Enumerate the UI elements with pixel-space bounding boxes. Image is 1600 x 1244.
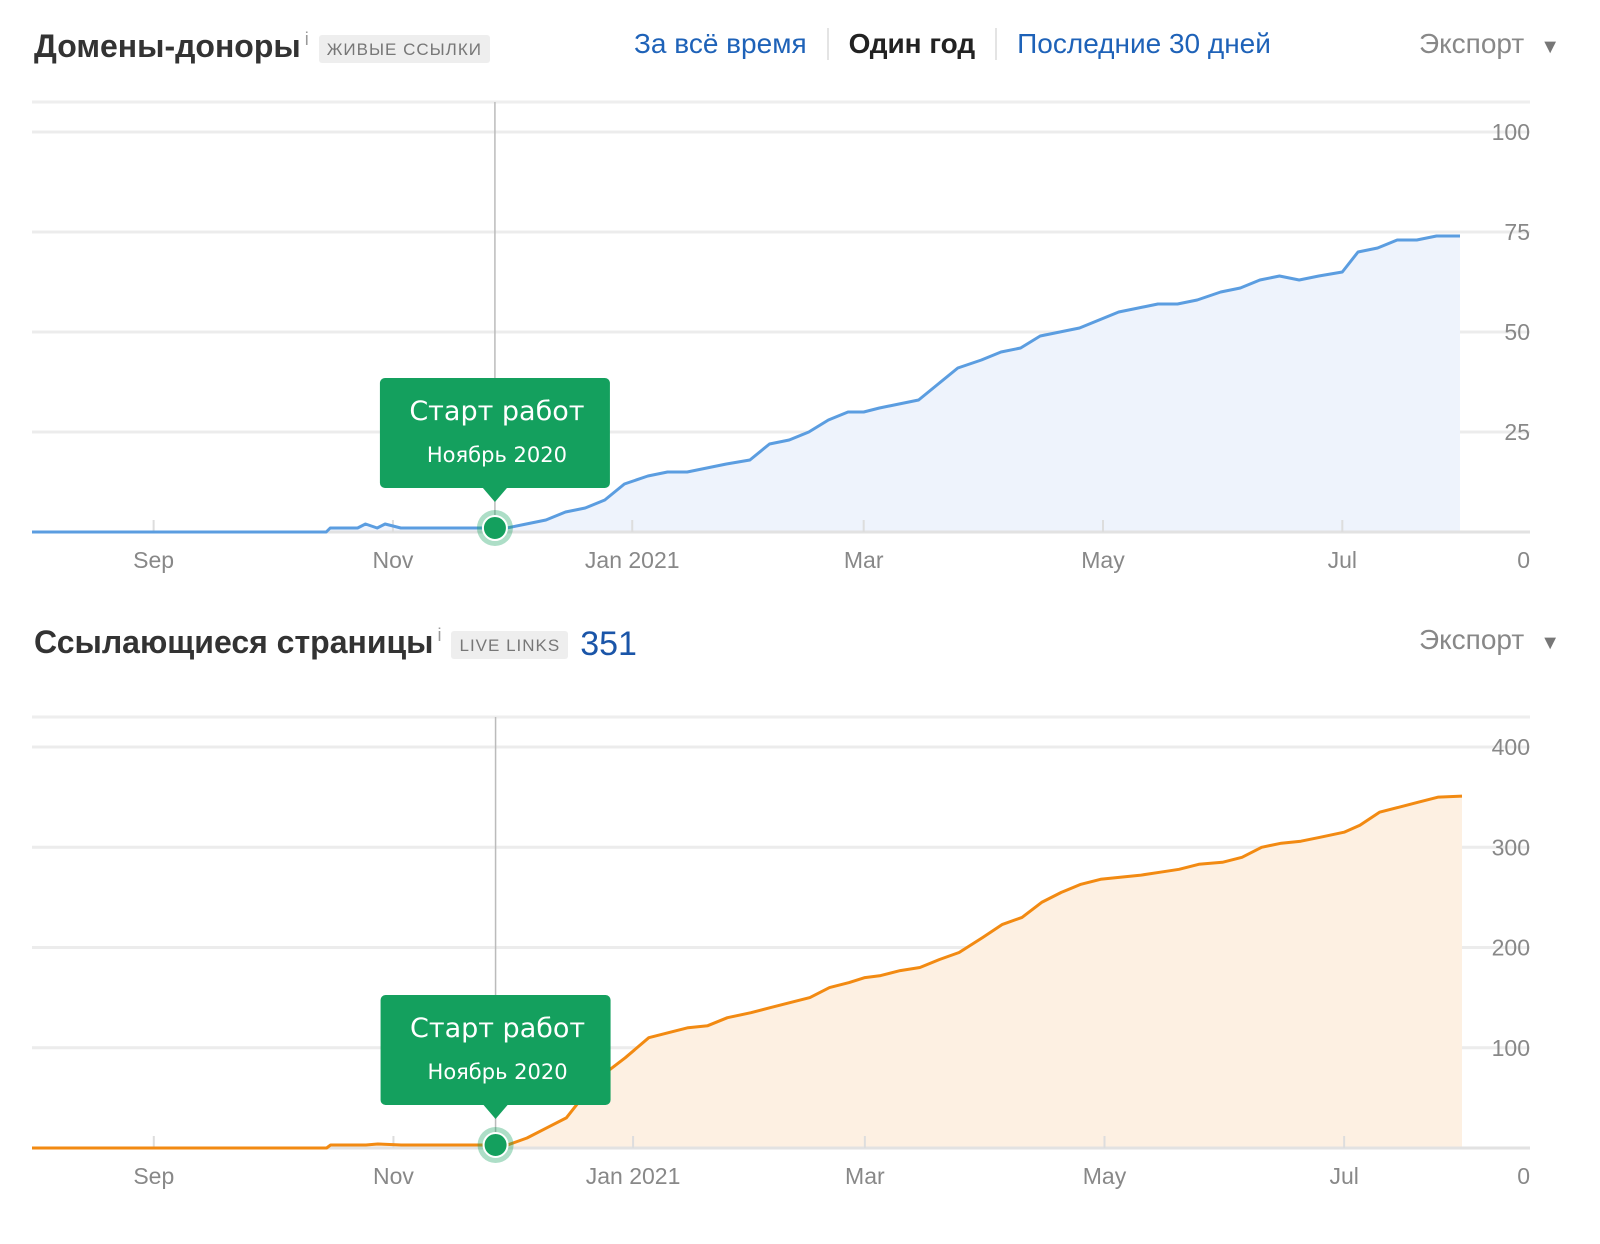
referring-domains-panel: 0 25 50 75 100 Sep Nov Jan 2021 Mar May Jul Старт р…	[0, 0, 1600, 620]
annotation-callout: Старт работ Ноябрь 2020	[379, 378, 610, 502]
y-tick-label: 100	[1492, 119, 1530, 145]
x-tick-label: Nov	[373, 1163, 414, 1189]
callout-pointer	[482, 488, 507, 502]
y-tick-label: 200	[1492, 935, 1530, 961]
annotation-callout: Старт работ Ноябрь 2020	[380, 994, 611, 1119]
y-tick-label: 25	[1504, 419, 1530, 445]
export-dropdown[interactable]: Экспорт ▼	[1419, 28, 1560, 60]
chevron-down-icon: ▼	[1540, 632, 1560, 654]
x-tick-label: Jul	[1329, 1163, 1358, 1189]
x-tick-label: Sep	[133, 547, 174, 573]
referring-pages-chart: 0 100 200 300 400 Sep Nov Jan 2021 Mar May Jul Стар…	[32, 715, 1530, 1189]
tab-one-year[interactable]: Один год	[829, 28, 998, 60]
x-tick-label: Jul	[1328, 547, 1357, 573]
x-tick-label: Mar	[844, 547, 884, 573]
x-tick-label: Jan 2021	[586, 1163, 681, 1189]
export-dropdown[interactable]: Экспорт ▼	[1419, 624, 1560, 656]
callout-title: Старт работ	[409, 396, 584, 427]
series-area	[32, 236, 1460, 532]
y-tick-label: 50	[1504, 319, 1530, 345]
series-line	[32, 234, 1460, 534]
panel-title: Домены-доноры i ЖИВЫЕ ССЫЛКИ	[34, 28, 490, 65]
live-links-tag: ЖИВЫЕ ССЫЛКИ	[318, 34, 490, 63]
referring-domains-header: Домены-доноры i ЖИВЫЕ ССЫЛКИ За всё время О…	[34, 28, 1560, 88]
callout-subtitle: Ноябрь 2020	[427, 443, 567, 467]
callout-pointer	[483, 1104, 508, 1119]
callout-box	[380, 994, 611, 1105]
title-text: Домены-доноры	[34, 28, 301, 64]
start-marker	[481, 515, 508, 541]
tab-all-time[interactable]: За всё время	[614, 28, 829, 60]
y-tick-label: 100	[1492, 1035, 1530, 1061]
callout-subtitle: Ноябрь 2020	[428, 1060, 568, 1084]
chevron-down-icon: ▼	[1540, 36, 1560, 58]
live-links-tag: LIVE LINKS	[451, 630, 569, 659]
tab-last-30-days[interactable]: Последние 30 дней	[1017, 28, 1271, 59]
callout-title: Старт работ	[410, 1013, 585, 1044]
y-tick-label: 0	[1517, 1163, 1530, 1189]
x-tick-label: Nov	[372, 547, 413, 573]
live-links-count: 351	[580, 625, 637, 664]
x-tick-label: May	[1081, 547, 1125, 573]
panel-title: Ссылающиеся страницы i LIVE LINKS 351	[34, 624, 637, 664]
start-marker	[482, 1131, 509, 1158]
title-text: Ссылающиеся страницы	[34, 624, 434, 660]
y-tick-label: 0	[1517, 547, 1530, 573]
y-tick-label: 75	[1504, 219, 1530, 245]
y-tick-label: 300	[1492, 834, 1530, 860]
export-label: Экспорт	[1418, 624, 1525, 655]
y-tick-label: 400	[1492, 734, 1530, 760]
referring-domains-chart: 0 25 50 75 100 Sep Nov Jan 2021 Mar May Jul Старт р…	[32, 100, 1530, 573]
callout-box	[379, 378, 610, 488]
info-icon[interactable]: i	[304, 29, 309, 50]
x-tick-label: Mar	[845, 1163, 885, 1189]
x-tick-label: May	[1083, 1163, 1127, 1189]
export-label: Экспорт	[1418, 28, 1525, 59]
referring-pages-panel: 0 100 200 300 400 Sep Nov Jan 2021 Mar May Jul Стар…	[0, 620, 1600, 1244]
referring-pages-header: Ссылающиеся страницы i LIVE LINKS 351 Экспо…	[34, 624, 1560, 684]
period-tabs: За всё время Один год Последние 30 дней	[614, 28, 1291, 60]
x-tick-label: Jan 2021	[585, 547, 680, 573]
series-area	[32, 796, 1462, 1148]
series-line	[32, 794, 1463, 1150]
x-tick-label: Sep	[133, 1163, 174, 1189]
info-icon[interactable]: i	[437, 625, 442, 646]
